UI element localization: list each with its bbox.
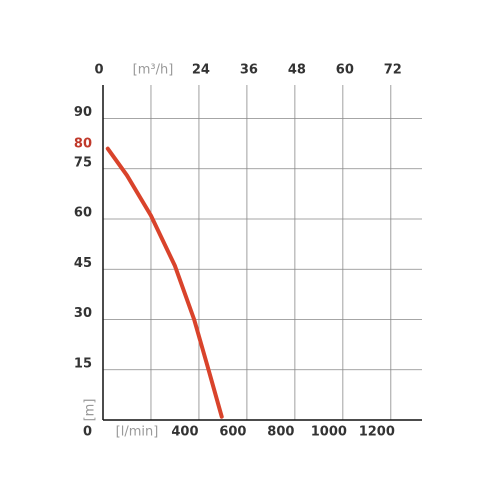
x-tick-label: 800 [267, 425, 294, 440]
x-tick-label: 400 [171, 425, 198, 440]
x2-tick-label: [m³/h] [133, 63, 174, 78]
y-tick-label: 30 [74, 306, 92, 321]
y-tick-label: 45 [74, 256, 92, 271]
x2-tick-label: 24 [192, 63, 210, 78]
curve [105, 146, 224, 419]
y-tick-label: 15 [74, 356, 92, 371]
x-tick-label: 1000 [311, 425, 347, 440]
y-axis-label: [m] [83, 399, 98, 422]
x2-tick-label: 60 [336, 63, 354, 78]
x-tick-label: 1200 [359, 425, 395, 440]
x2-tick-label: 48 [288, 63, 306, 78]
y-tick-label: 0 [83, 425, 92, 440]
y-tick-label: 90 [74, 105, 92, 120]
x2-tick-label: 72 [384, 63, 402, 78]
x2-tick-label: 36 [240, 63, 258, 78]
y-marker-label: 80 [74, 137, 92, 152]
x2-tick-label: 0 [94, 63, 103, 78]
x-tick-label: [l/min] [116, 425, 159, 440]
x-tick-label: 600 [219, 425, 246, 440]
y-tick-label: 75 [74, 155, 92, 170]
y-tick-label: 60 [74, 206, 92, 221]
